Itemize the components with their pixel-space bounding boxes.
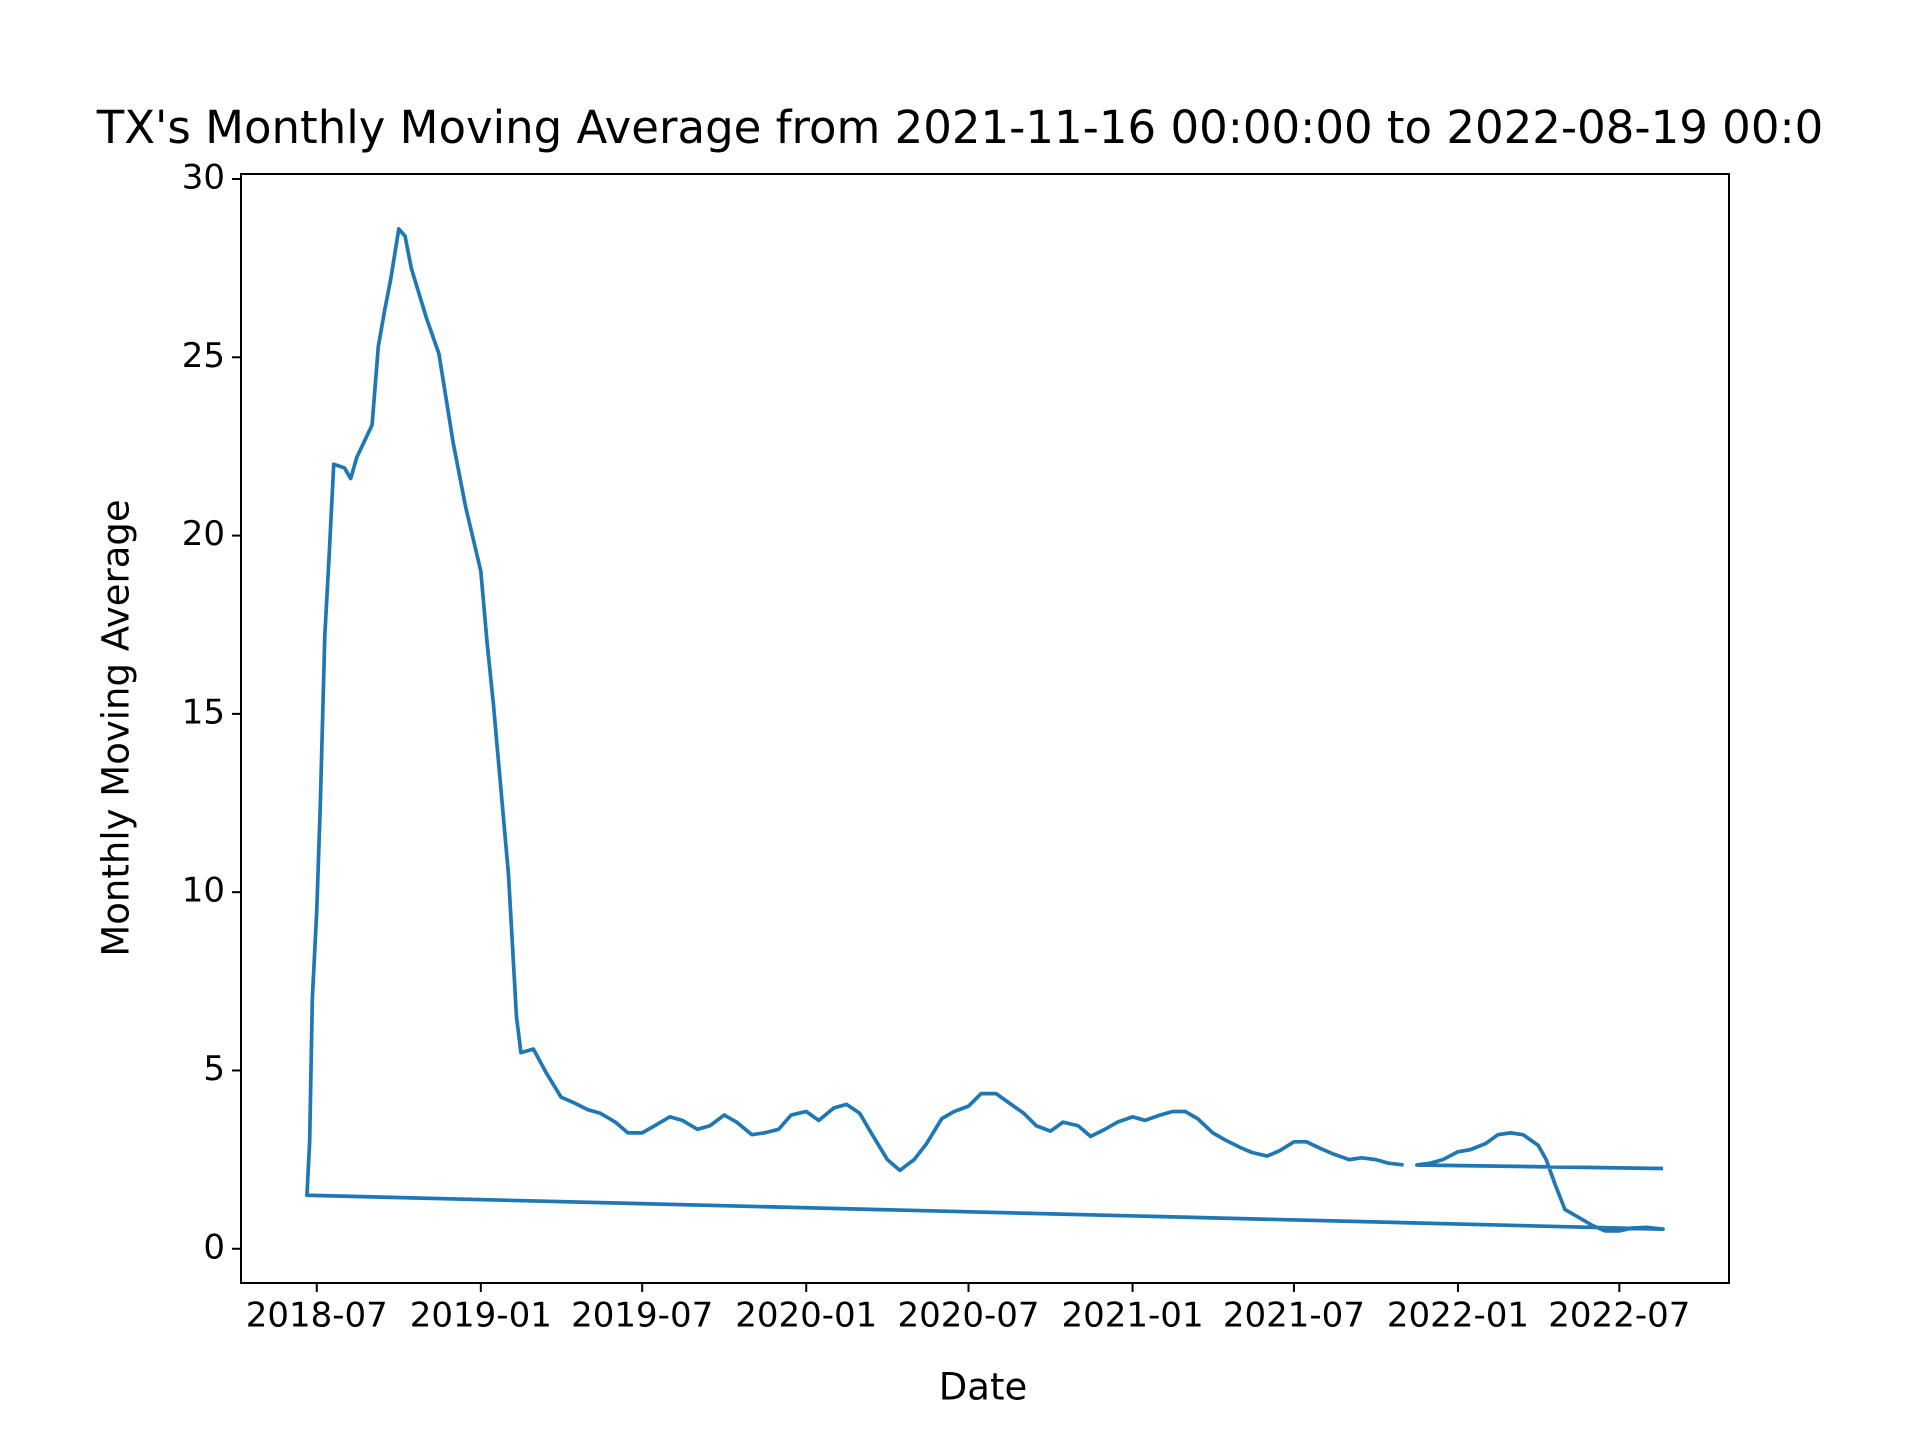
y-axis-label: Monthly Moving Average: [95, 499, 138, 956]
x-tick-label: 2019-01: [410, 1296, 552, 1336]
data-line: [305, 227, 1665, 1233]
y-tick-label: 10: [182, 871, 225, 911]
x-tick-label: 2020-01: [735, 1296, 877, 1336]
x-tick-label: 2020-07: [897, 1296, 1039, 1336]
y-tick-label: 5: [203, 1049, 225, 1089]
y-tick-label: 20: [182, 514, 225, 554]
x-tick-label: 2019-07: [571, 1296, 713, 1336]
y-tick-label: 0: [203, 1227, 225, 1267]
x-tick-label: 2021-07: [1223, 1296, 1365, 1336]
axes-frame: [240, 173, 1730, 1284]
x-tick-label: 2018-07: [246, 1296, 388, 1336]
chart-title: TX's Monthly Moving Average from 2021-11…: [96, 101, 1824, 154]
x-tick-label: 2021-01: [1062, 1296, 1204, 1336]
y-tick-label: 30: [182, 157, 225, 197]
x-tick-label: 2022-01: [1387, 1296, 1529, 1336]
y-tick-label: 25: [182, 336, 225, 376]
x-tick-label: 2022-07: [1548, 1296, 1690, 1336]
x-axis-label: Date: [939, 1366, 1027, 1409]
y-tick-label: 15: [182, 692, 225, 732]
